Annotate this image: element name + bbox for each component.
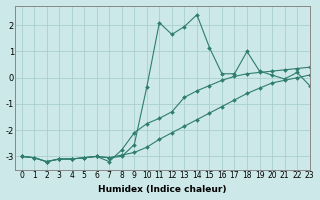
X-axis label: Humidex (Indice chaleur): Humidex (Indice chaleur): [98, 185, 227, 194]
